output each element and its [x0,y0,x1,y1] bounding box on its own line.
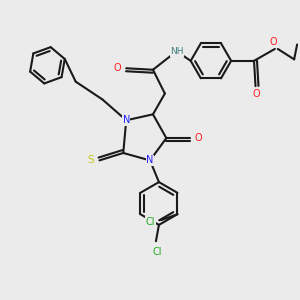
Text: Cl: Cl [146,217,155,226]
Text: O: O [113,63,121,73]
Text: NH: NH [170,47,184,56]
Text: N: N [146,155,154,165]
Text: Cl: Cl [153,247,162,256]
Text: O: O [252,89,260,99]
Text: S: S [88,155,94,165]
Text: N: N [122,115,130,125]
Text: O: O [269,38,277,47]
Text: O: O [195,133,202,143]
